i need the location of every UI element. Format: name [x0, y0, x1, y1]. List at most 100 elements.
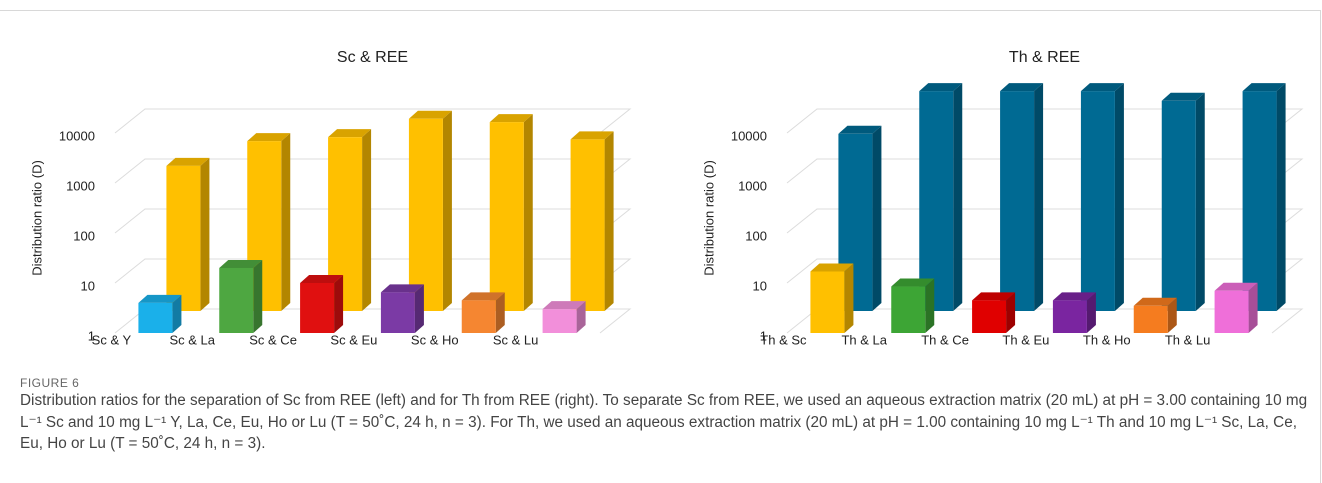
x-tick-label: Sc & Y: [92, 332, 132, 347]
bar-side: [1086, 292, 1096, 333]
bar-side: [1034, 83, 1044, 311]
bar-side: [495, 292, 505, 333]
grid-line: [786, 208, 1304, 234]
bar-side: [1195, 92, 1205, 311]
bar-side: [200, 157, 210, 311]
bar-side: [334, 275, 344, 333]
bar-top: [1161, 92, 1205, 101]
bar-top: [219, 259, 263, 268]
bar-side: [253, 259, 263, 333]
bar-top: [1080, 83, 1124, 92]
bar-side: [1167, 297, 1177, 333]
bar-side: [362, 129, 372, 311]
bar: [1214, 290, 1249, 333]
bar-top: [542, 301, 586, 310]
x-tick-label: Th & Lu: [1165, 332, 1211, 347]
caption-label: FIGURE 6: [20, 376, 80, 390]
x-tick-label: Th & Ho: [1083, 332, 1131, 347]
grid-line: [786, 258, 1304, 284]
bar-top: [1242, 83, 1286, 92]
grid-line: [114, 258, 632, 284]
bar: [219, 267, 254, 333]
grid-line: [786, 108, 1304, 134]
bar-side: [523, 114, 533, 311]
charts: Sc & REE Distribution ratio (D) 1 10 100 1000…: [29, 49, 1304, 347]
bar: [1052, 300, 1087, 333]
bar: [972, 300, 1007, 333]
bar: [166, 165, 201, 311]
y-axis-label: Distribution ratio (D): [29, 160, 44, 276]
caption-text: Distribution ratios for the separation o…: [20, 392, 1308, 452]
y-tick-label: 10: [81, 278, 95, 293]
bar-top: [919, 83, 963, 92]
bar-top: [328, 129, 372, 138]
y-tick-label: 10000: [731, 128, 767, 143]
bar-side: [1248, 282, 1258, 333]
bar: [891, 286, 926, 333]
bar-top: [408, 110, 452, 119]
bar-top: [166, 157, 210, 166]
x-tick-label: Sc & Ho: [411, 332, 459, 347]
bar: [300, 283, 335, 333]
bar-side: [872, 125, 882, 311]
bar-side: [281, 133, 291, 311]
bar-side: [172, 294, 182, 333]
chart-title: Th & REE: [1009, 49, 1080, 66]
bar: [138, 302, 173, 333]
y-tick-label: 10: [753, 278, 767, 293]
y-tick-label: 1000: [738, 178, 767, 193]
bar-top: [489, 114, 533, 123]
bar-top: [380, 284, 424, 293]
bar-side: [1276, 83, 1286, 311]
bar-side: [953, 83, 963, 311]
bar: [1133, 305, 1168, 333]
bar-top: [247, 133, 291, 142]
bar-side: [604, 131, 614, 311]
grid-line: [114, 208, 632, 234]
bar-top: [1214, 282, 1258, 291]
y-tick-label: 1000: [66, 178, 95, 193]
grid-line: [114, 108, 632, 134]
bar: [380, 292, 415, 333]
bar-side: [414, 284, 424, 333]
y-tick-label: 100: [745, 228, 767, 243]
bar-side: [1006, 292, 1016, 333]
bar-top: [838, 125, 882, 134]
bar-top: [972, 292, 1016, 301]
bar-top: [1133, 297, 1177, 306]
bar: [1080, 91, 1115, 311]
x-tick-label: Sc & Ce: [249, 332, 297, 347]
bar-side: [844, 263, 854, 333]
x-tick-label: Th & Sc: [760, 332, 807, 347]
bar: [1242, 91, 1277, 311]
bar: [542, 309, 577, 333]
x-tick-label: Sc & Lu: [493, 332, 539, 347]
chart-title: Sc & REE: [337, 49, 408, 66]
bar: [919, 91, 954, 311]
bar: [1000, 91, 1035, 311]
bar: [461, 300, 496, 333]
bar-side: [925, 278, 935, 333]
bar: [489, 122, 524, 311]
x-tick-label: Sc & Eu: [330, 332, 377, 347]
y-axis-label: Distribution ratio (D): [701, 160, 716, 276]
bar: [570, 139, 605, 311]
bar-top: [461, 292, 505, 301]
x-tick-label: Th & Eu: [1002, 332, 1049, 347]
y-tick-label: 1: [88, 328, 95, 343]
figure: Sc & REE Distribution ratio (D) 1 10 100 1000…: [0, 10, 1321, 483]
bar-top: [891, 278, 935, 287]
bar-top: [1052, 292, 1096, 301]
bar: [408, 118, 443, 312]
x-tick-label: Th & La: [841, 332, 887, 347]
bar-side: [576, 301, 586, 333]
bar-top: [570, 131, 614, 140]
y-tick-label: 1: [760, 328, 767, 343]
x-tick-label: Th & Ce: [921, 332, 969, 347]
y-tick-label: 100: [73, 228, 95, 243]
bar: [810, 271, 845, 333]
bar-top: [1000, 83, 1044, 92]
bar-side: [442, 110, 452, 312]
bar-side: [1114, 83, 1124, 311]
x-tick-label: Sc & La: [169, 332, 215, 347]
